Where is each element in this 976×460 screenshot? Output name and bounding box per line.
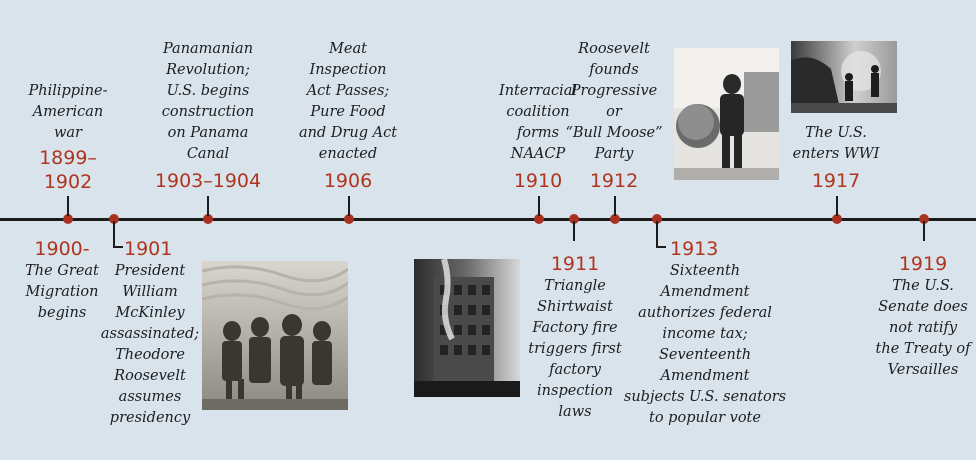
event-1906: Meat Inspection Act Passes; Pure Food an… — [288, 39, 408, 193]
event-1911-text: Triangle Shirtwaist Factory fire trigger… — [528, 278, 622, 420]
event-1899-year: 1899– 1902 — [39, 147, 97, 193]
roosevelt-portrait-image — [674, 48, 779, 180]
event-1910-year: 1910 — [513, 170, 563, 192]
event-1900-text: The Great Migration begins — [25, 263, 99, 321]
event-1906-text: Meat Inspection Act Passes; Pure Food an… — [298, 41, 398, 162]
connector-1906 — [348, 196, 350, 216]
event-1901: 1901 President William McKinley assassin… — [98, 237, 202, 429]
marker-1912 — [610, 214, 620, 224]
connector-1903 — [207, 196, 209, 216]
event-1899: Philippine- American war 1899– 1902 — [8, 81, 128, 194]
event-1910: Interracial coalition forms NAACP 1910 — [488, 81, 588, 193]
connector-1911 — [573, 221, 575, 241]
event-1912: Roosevelt founds Progressive or “Bull Mo… — [559, 39, 669, 193]
event-1900-year: 1900- — [34, 238, 90, 260]
event-1917: The U.S. enters WWI 1917 — [781, 123, 891, 193]
marker-1919 — [919, 214, 929, 224]
connector-1919 — [923, 221, 925, 241]
marker-1913 — [652, 214, 662, 224]
event-1911-year: 1911 — [550, 253, 600, 275]
triangle-factory-fire-image — [414, 259, 520, 397]
marker-1903 — [203, 214, 213, 224]
event-1919-year: 1919 — [898, 253, 948, 275]
event-1903: Panamanian Revolution; U.S. begins const… — [138, 39, 278, 193]
event-1913: 1913 Sixteenth Amendment authorizes fede… — [620, 237, 790, 429]
event-1901-year: 1901 — [124, 238, 173, 260]
connector-1901-hook — [113, 246, 123, 248]
event-1913-text: Sixteenth Amendment authorizes federal i… — [623, 263, 787, 426]
event-1900: 1900- The Great Migration begins — [16, 237, 108, 324]
timeline-axis — [0, 218, 976, 221]
event-1910-text: Interracial coalition forms NAACP — [498, 83, 578, 162]
marker-1911 — [569, 214, 579, 224]
event-1906-year: 1906 — [323, 170, 373, 192]
event-1917-text: The U.S. enters WWI — [792, 125, 880, 162]
marker-1906 — [344, 214, 354, 224]
event-1903-text: Panamanian Revolution; U.S. begins const… — [161, 41, 255, 162]
wwi-soldiers-image — [791, 41, 897, 113]
connector-1913-hook — [656, 246, 666, 248]
connector-1917 — [836, 196, 838, 216]
event-1903-year: 1903–1904 — [154, 170, 262, 192]
event-1912-year: 1912 — [589, 170, 639, 192]
connector-1901 — [113, 221, 115, 247]
mckinley-assassination-image — [202, 261, 348, 410]
event-1912-text: Roosevelt founds Progressive or “Bull Mo… — [565, 41, 663, 162]
connector-1913 — [656, 221, 658, 247]
event-1917-year: 1917 — [811, 170, 861, 192]
connector-1910 — [538, 196, 540, 216]
event-1901-text: President William McKinley assassinated;… — [100, 263, 200, 426]
event-1919-text: The U.S. Senate does not ratify the Trea… — [875, 278, 971, 378]
event-1911: 1911 Triangle Shirtwaist Factory fire tr… — [520, 252, 630, 423]
marker-1917 — [832, 214, 842, 224]
marker-1910 — [534, 214, 544, 224]
event-1913-year: 1913 — [670, 238, 719, 260]
event-1899-text: Philippine- American war — [28, 83, 108, 141]
event-1919: 1919 The U.S. Senate does not ratify the… — [872, 252, 974, 381]
marker-1901 — [109, 214, 119, 224]
marker-1899 — [63, 214, 73, 224]
connector-1899 — [67, 196, 69, 216]
connector-1912 — [614, 196, 616, 216]
